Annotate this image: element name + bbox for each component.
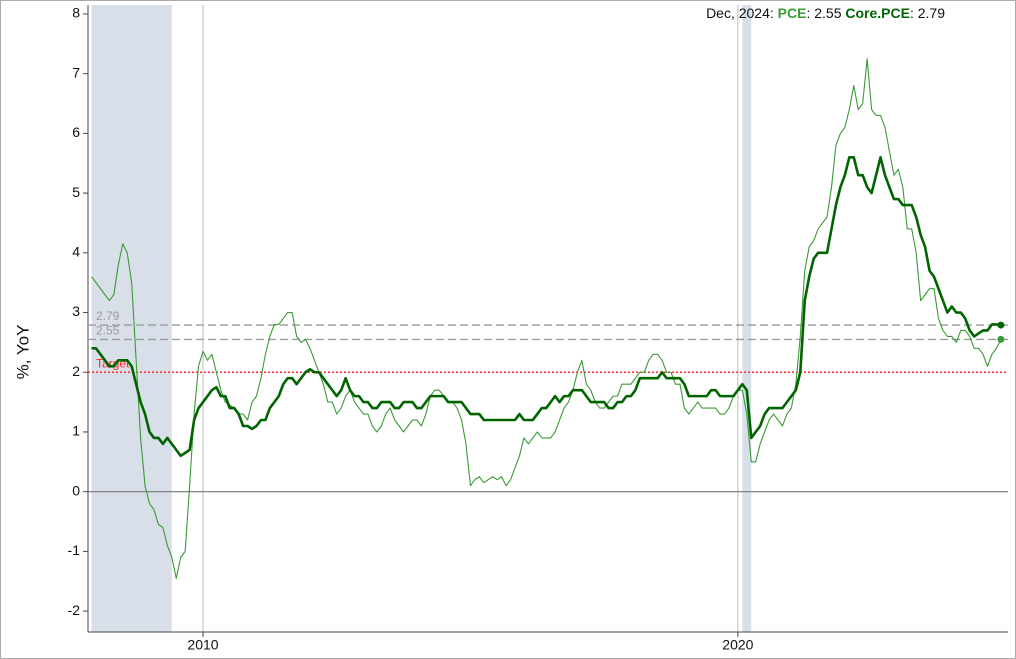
- y-tick-label: 5: [72, 184, 80, 200]
- y-tick-label: 2: [72, 363, 80, 379]
- y-tick-label: 6: [72, 124, 80, 140]
- annotation-date: Dec, 2024: [706, 5, 770, 21]
- annotation-separator: :: [806, 5, 810, 21]
- last-point: [997, 335, 1005, 343]
- x-tick-label: 2020: [722, 637, 753, 653]
- annotation: Dec, 2024: PCE: 2.55 Core.PCE: 2.79: [706, 5, 945, 21]
- reference-label: 2.79: [96, 309, 120, 323]
- y-tick-label: 4: [72, 244, 80, 260]
- annotation-separator: :: [770, 5, 774, 21]
- y-tick-label: 0: [72, 482, 80, 498]
- x-tick-label: 2010: [187, 637, 218, 653]
- reference-label: Target: [96, 356, 130, 370]
- annotation-series: Core.PCE: [845, 5, 910, 21]
- series-line: [91, 155, 1002, 458]
- y-tick-label: 3: [72, 303, 80, 319]
- annotation-separator: :: [910, 5, 914, 21]
- y-tick-label: 8: [72, 5, 80, 21]
- y-tick-label: 7: [72, 64, 80, 80]
- y-tick-label: -1: [68, 542, 81, 558]
- annotation-value: 2.79: [918, 5, 945, 21]
- series-line: [91, 58, 1002, 579]
- y-axis-label: %, YoY: [13, 325, 32, 380]
- last-point: [997, 321, 1005, 329]
- reference-label: 2.55: [96, 324, 120, 338]
- y-tick-label: -2: [68, 602, 81, 618]
- y-tick-label: 1: [72, 423, 80, 439]
- recession-band: [91, 5, 172, 632]
- recession-band: [742, 5, 752, 632]
- annotation-value: 2.55: [814, 5, 841, 21]
- annotation-series: PCE: [778, 5, 807, 21]
